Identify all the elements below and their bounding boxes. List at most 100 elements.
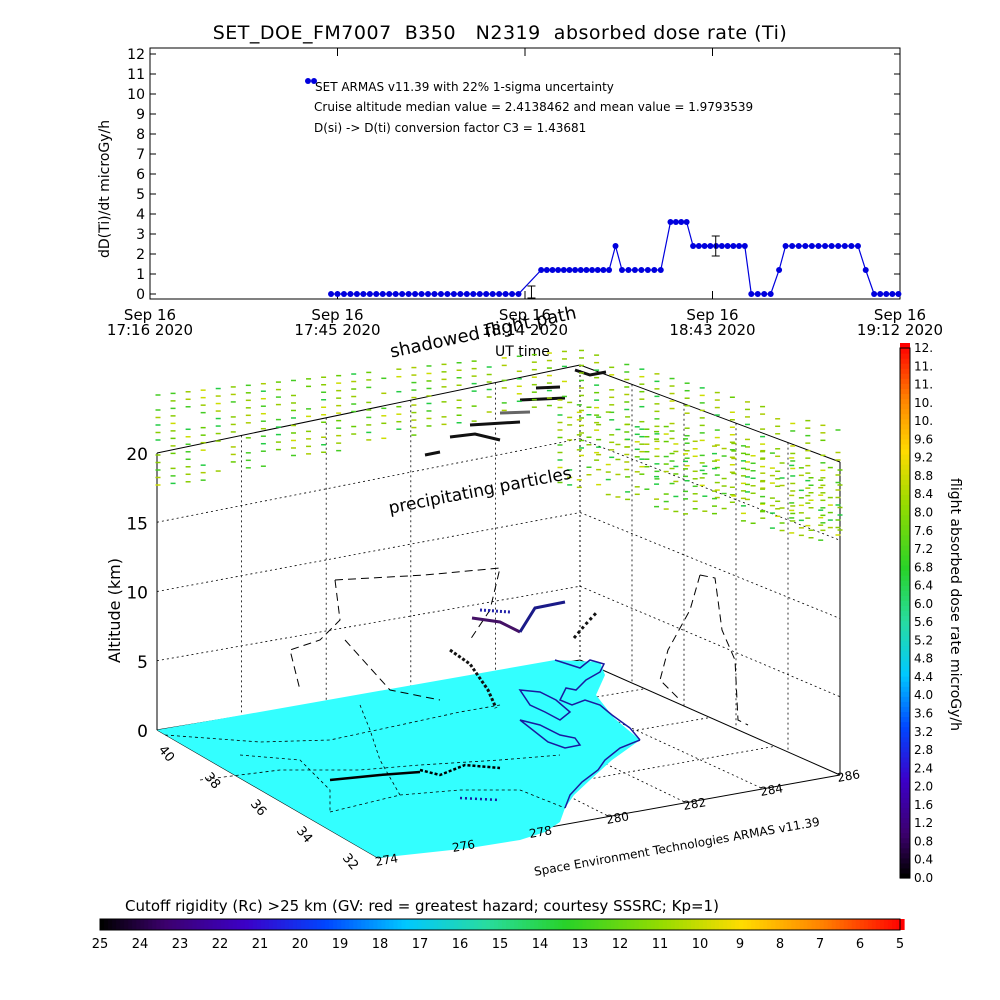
dose-rate-point xyxy=(612,243,619,249)
rigidity-colorbar-cell xyxy=(779,919,785,930)
rigidity-colorbar-tick-label: 18 xyxy=(372,937,389,952)
rigidity-colorbar-cell xyxy=(827,919,833,930)
rigidity-colorbar-cell xyxy=(566,919,571,930)
top-y-tick-label: 7 xyxy=(136,147,145,163)
longitude-tick-label: 278 xyxy=(528,823,553,841)
rigidity-colorbar-tick-label: 12 xyxy=(612,937,629,952)
dose-rate-point xyxy=(606,267,613,273)
top-y-tick-label: 10 xyxy=(127,87,145,103)
dose-rate-point xyxy=(560,267,567,273)
dose-colorbar-cell xyxy=(900,580,910,586)
rigidity-colorbar-cell xyxy=(891,919,897,930)
dose-colorbar-cell xyxy=(900,777,910,783)
dose-rate-point xyxy=(815,243,822,249)
rigidity-colorbar-cell xyxy=(719,919,724,930)
dose-colorbar-cell xyxy=(900,509,910,516)
rigidity-colorbar-cell xyxy=(819,919,825,930)
rigidity-colorbar-cell xyxy=(522,919,527,930)
latitude-tick-label: 34 xyxy=(293,824,315,846)
rigidity-colorbar-cell xyxy=(413,919,419,930)
dose-rate-point xyxy=(450,291,457,297)
dose-rate-point xyxy=(667,219,674,225)
rigidity-colorbar-cell xyxy=(510,919,515,930)
rigidity-colorbar-cell xyxy=(296,919,302,930)
top-y-tick-label: 2 xyxy=(136,247,145,263)
rigidity-colorbar-cell xyxy=(437,919,443,930)
top-x-tick-label-time: 18:43 2020 xyxy=(669,321,755,339)
dose-rate-point xyxy=(835,243,842,249)
annotation-2: Cruise altitude median value = 2.4138462… xyxy=(314,100,754,114)
dose-colorbar-cell xyxy=(900,666,910,672)
rigidity-colorbar-cell xyxy=(666,919,672,930)
right-top-edge xyxy=(579,364,841,463)
dose-rate-point xyxy=(638,267,645,273)
rigidity-colorbar-cell xyxy=(381,919,387,930)
dose-colorbar-tick-label: 1.6 xyxy=(914,798,933,812)
top-x-tick-label-time: 18:14 2020 xyxy=(482,321,568,339)
dose-colorbar-cell xyxy=(900,711,910,718)
rigidity-colorbar-cell xyxy=(140,919,145,930)
rigidity-colorbar-cell xyxy=(871,919,877,930)
rigidity-colorbar-cell xyxy=(481,919,487,930)
legend-marker xyxy=(305,78,311,84)
rigidity-colorbar-cell xyxy=(309,919,314,930)
dose-colorbar-cell xyxy=(900,842,910,849)
rigidity-colorbar-cell xyxy=(176,919,182,930)
dose-colorbar-tick-label: 2.8 xyxy=(914,743,933,757)
dose-colorbar-cell xyxy=(900,368,910,374)
rigidity-colorbar-cell xyxy=(136,919,141,930)
rigidity-colorbar-cell xyxy=(630,919,636,930)
top-y-tick-label: 3 xyxy=(136,227,145,243)
rigidity-colorbar-cell xyxy=(449,919,455,930)
dose-rate-point xyxy=(651,267,658,273)
dose-rate-point xyxy=(767,291,774,297)
top-x-tick-label-date: Sep 16 xyxy=(874,306,926,324)
rigidity-colorbar-tick-label: 22 xyxy=(212,937,229,952)
top-y-tick-label: 9 xyxy=(136,107,145,123)
dose-rate-point xyxy=(502,291,509,297)
rigidity-colorbar-cell xyxy=(357,919,362,930)
rigidity-colorbar-cell xyxy=(180,919,186,930)
top-x-tick-label-date: Sep 16 xyxy=(311,306,363,324)
dose-colorbar-tick-label: 10. xyxy=(914,414,933,428)
dose-colorbar-cell xyxy=(900,428,910,435)
chart-title: SET_DOE_FM7007 B350 N2319 absorbed dose … xyxy=(212,22,788,44)
dose-rate-point xyxy=(690,243,697,249)
dose-colorbar-cell xyxy=(900,575,910,581)
rigidity-colorbar-cell xyxy=(739,919,744,930)
rigidity-colorbar-cell xyxy=(457,919,463,930)
rigidity-colorbar-cell xyxy=(292,919,298,930)
dose-colorbar-cell xyxy=(900,827,910,834)
rigidity-colorbar-cell xyxy=(883,919,889,930)
rigidity-colorbar-cell xyxy=(144,919,149,930)
dose-colorbar-tick-label: 5.2 xyxy=(914,633,933,647)
rigidity-colorbar-cell xyxy=(550,919,555,930)
rigidity-colorbar-cell xyxy=(409,919,415,930)
rigidity-colorbar-cell xyxy=(759,919,764,930)
rigidity-colorbar-cell xyxy=(558,919,563,930)
dose-rate-point xyxy=(877,291,884,297)
dose-rate-point xyxy=(425,291,432,297)
rigidity-colorbar-cell xyxy=(614,919,620,930)
dose-colorbar-cell xyxy=(900,408,910,415)
dose-colorbar-cell xyxy=(900,489,910,495)
rigidity-colorbar-cell xyxy=(373,919,378,930)
dose-rate-point xyxy=(854,243,861,249)
dose-colorbar-tick-label: 0.0 xyxy=(914,871,933,885)
dose-colorbar-cell xyxy=(900,756,910,763)
rigidity-colorbar-cell xyxy=(851,919,857,930)
rigidity-colorbar-cell xyxy=(751,919,756,930)
dose-colorbar-cell xyxy=(900,857,910,864)
rigidity-colorbar-cell xyxy=(767,919,772,930)
dose-colorbar-tick-label: 0.8 xyxy=(914,834,933,848)
rigidity-colorbar-cell xyxy=(723,919,728,930)
rigidity-colorbar-cell xyxy=(855,919,861,930)
rigidity-colorbar-cell xyxy=(461,919,467,930)
rigidity-colorbar-cell xyxy=(104,919,109,930)
annotation-3: D(si) -> D(ti) conversion factor C3 = 1.… xyxy=(314,121,587,135)
bottom-colorbar-title: Cutoff rigidity (Rc) >25 km (GV: red = g… xyxy=(125,897,719,915)
dose-rate-point xyxy=(328,291,335,297)
rigidity-colorbar-cell xyxy=(168,919,173,930)
